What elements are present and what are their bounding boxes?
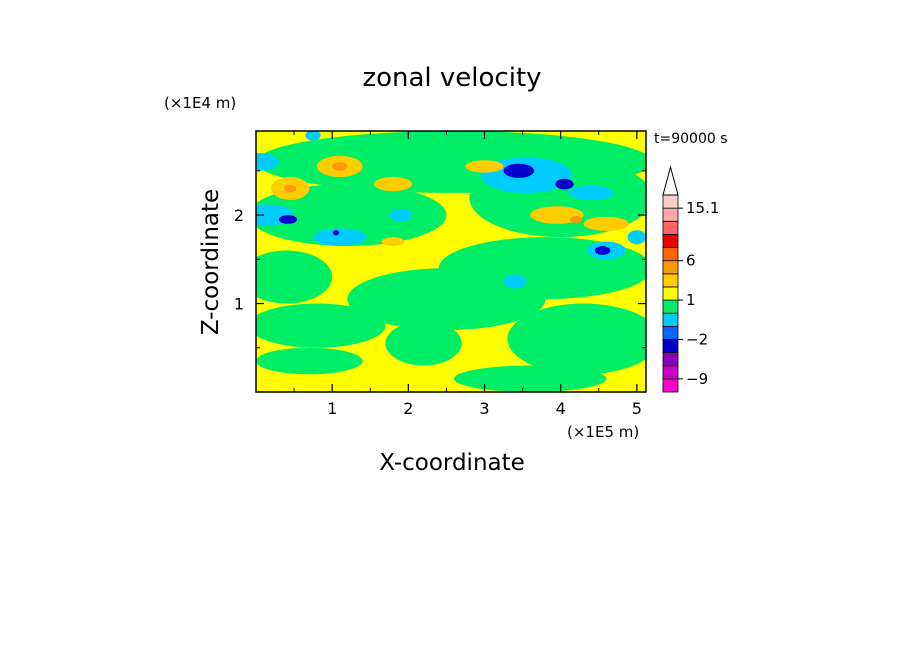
plot-frame	[255, 130, 647, 393]
colorbar-segment	[662, 365, 679, 380]
contour-region-green	[256, 184, 447, 247]
contour-region-green	[507, 303, 646, 375]
colorbar-label: 1	[686, 291, 696, 309]
colorbar-segment	[662, 325, 679, 340]
contour-region-darkorange	[569, 215, 583, 224]
colorbar-segment	[662, 220, 679, 235]
contour-region-green	[454, 365, 607, 392]
chart-title: zonal velocity	[362, 63, 541, 93]
colorbar-extension-arrow	[662, 165, 679, 196]
contour-region-orange	[381, 237, 405, 247]
colorbar-segment	[662, 299, 679, 314]
colorbar-segment	[662, 273, 679, 288]
contour-regions	[256, 131, 646, 392]
contour-region-green	[256, 250, 333, 304]
colorbar-label: 6	[686, 252, 696, 270]
contour-region-green	[256, 303, 386, 348]
contour-region-blue	[332, 230, 340, 236]
x-tick-label: 4	[556, 399, 566, 418]
x-unit-label: (×1E5 m)	[567, 423, 639, 441]
contour-region-orange	[465, 160, 504, 173]
colorbar-segment	[662, 194, 679, 209]
contour-region-orange	[374, 177, 413, 192]
colorbar-segment	[662, 286, 679, 301]
colorbar-segment	[662, 339, 679, 354]
colorbar-segment	[662, 378, 679, 393]
colorbar-segment	[662, 207, 679, 222]
contour-region-cyan	[627, 230, 646, 245]
x-axis: 1 2 3 4 5	[293, 131, 642, 418]
y-axis-title: Z-coordinate	[198, 189, 224, 335]
colorbar-segment	[662, 233, 679, 248]
x-tick-label: 2	[403, 399, 413, 418]
colorbar-segment	[662, 352, 679, 367]
contour-region-darkorange	[332, 161, 348, 171]
colorbar: 15.1 6 1 −2 −9	[662, 165, 719, 393]
contour-region-cyan	[305, 131, 321, 141]
contour-region-cyan	[503, 274, 527, 289]
time-label: t=90000 s	[654, 131, 728, 147]
y-tick-label: 2	[234, 206, 244, 225]
contour-region-blue	[555, 178, 574, 190]
colorbar-segment	[662, 247, 679, 262]
x-tick-label: 1	[327, 399, 337, 418]
contour-region-cyan	[389, 208, 413, 222]
y-axis: 12	[234, 170, 646, 349]
contour-region-green	[256, 347, 363, 375]
colorbar-segment	[662, 312, 679, 327]
x-tick-label: 3	[479, 399, 489, 418]
x-tick-label: 5	[632, 399, 642, 418]
x-axis-title: X-coordinate	[379, 450, 525, 476]
contour-region-orange	[583, 216, 630, 231]
contour-region-blue	[594, 246, 611, 255]
y-unit-label: (×1E4 m)	[164, 94, 236, 112]
contour-region-blue	[503, 163, 535, 178]
contour-region-green	[347, 268, 546, 331]
colorbar-segment	[662, 260, 679, 275]
contour-region-darkorange	[284, 184, 297, 193]
colorbar-label: 15.1	[686, 199, 719, 217]
colorbar-label: −2	[686, 330, 708, 348]
contour-region-blue	[278, 215, 298, 224]
contour-region-green	[385, 321, 462, 366]
contour-region-cyan	[568, 185, 615, 201]
colorbar-label: −9	[686, 370, 708, 388]
contour-region-cyan	[313, 228, 367, 247]
contour-region-cyan	[256, 153, 279, 171]
y-tick-label: 1	[234, 295, 244, 314]
